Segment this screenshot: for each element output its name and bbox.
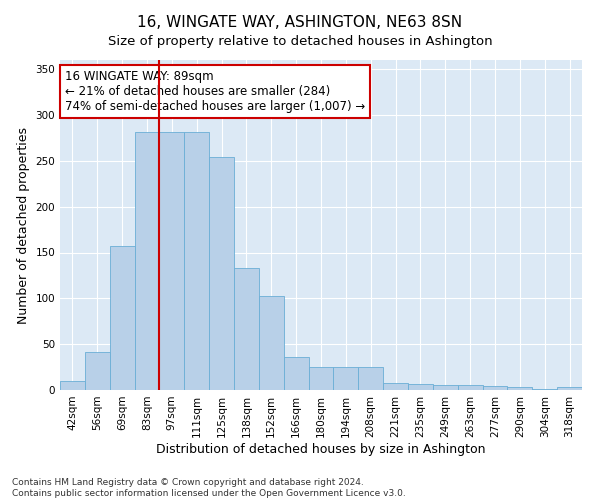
Bar — [408, 384, 433, 390]
Bar — [334, 367, 358, 390]
Bar — [358, 367, 383, 390]
Text: Size of property relative to detached houses in Ashington: Size of property relative to detached ho… — [107, 35, 493, 48]
Bar — [60, 381, 85, 390]
Bar — [209, 157, 234, 390]
Bar — [110, 246, 134, 390]
Bar — [184, 132, 209, 390]
Bar — [508, 387, 532, 390]
Bar — [234, 268, 259, 390]
Text: 16, WINGATE WAY, ASHINGTON, NE63 8SN: 16, WINGATE WAY, ASHINGTON, NE63 8SN — [137, 15, 463, 30]
Text: 16 WINGATE WAY: 89sqm
← 21% of detached houses are smaller (284)
74% of semi-det: 16 WINGATE WAY: 89sqm ← 21% of detached … — [65, 70, 365, 113]
Bar — [284, 357, 308, 390]
Bar — [482, 386, 508, 390]
Text: Contains HM Land Registry data © Crown copyright and database right 2024.
Contai: Contains HM Land Registry data © Crown c… — [12, 478, 406, 498]
Bar — [557, 387, 582, 390]
Bar — [383, 382, 408, 390]
Bar — [433, 384, 458, 390]
Y-axis label: Number of detached properties: Number of detached properties — [17, 126, 30, 324]
Bar — [160, 132, 184, 390]
Bar — [308, 367, 334, 390]
Bar — [85, 352, 110, 390]
X-axis label: Distribution of detached houses by size in Ashington: Distribution of detached houses by size … — [156, 442, 486, 456]
Bar — [259, 296, 284, 390]
Bar — [458, 386, 482, 390]
Bar — [134, 132, 160, 390]
Bar — [532, 389, 557, 390]
